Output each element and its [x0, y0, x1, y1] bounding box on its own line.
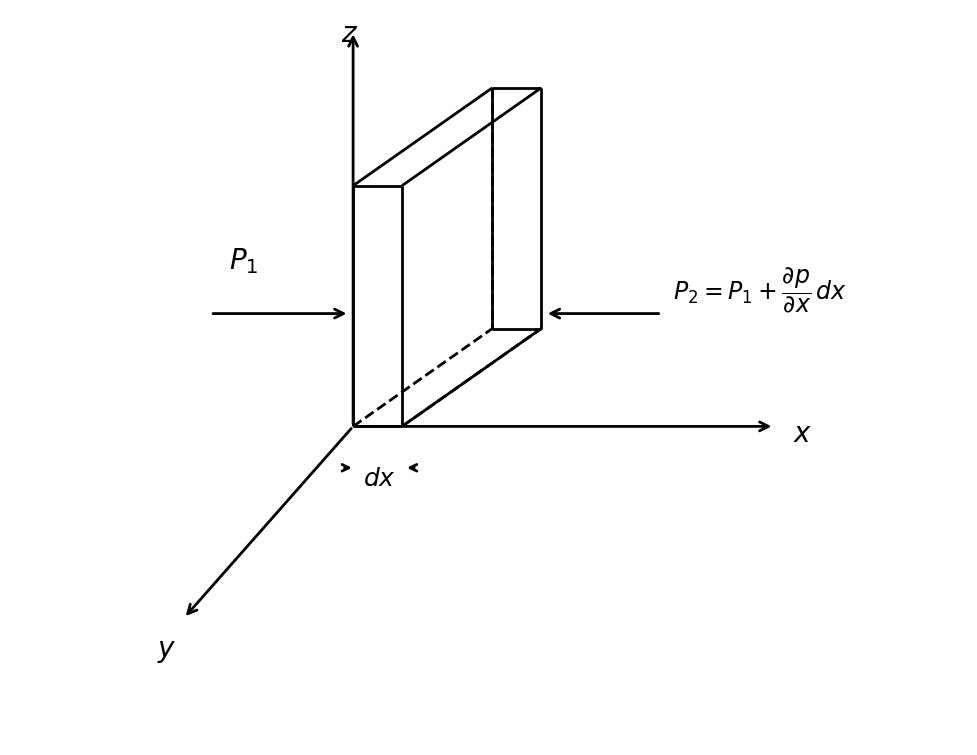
Text: $P_1$: $P_1$	[229, 246, 258, 276]
Text: $y$: $y$	[157, 637, 176, 665]
Text: $P_2 = P_1 + \dfrac{\partial p}{\partial x}\,dx$: $P_2 = P_1 + \dfrac{\partial p}{\partial…	[673, 267, 847, 315]
Text: $z$: $z$	[341, 20, 358, 48]
Text: $x$: $x$	[793, 420, 813, 448]
Text: $dx$: $dx$	[363, 467, 396, 491]
